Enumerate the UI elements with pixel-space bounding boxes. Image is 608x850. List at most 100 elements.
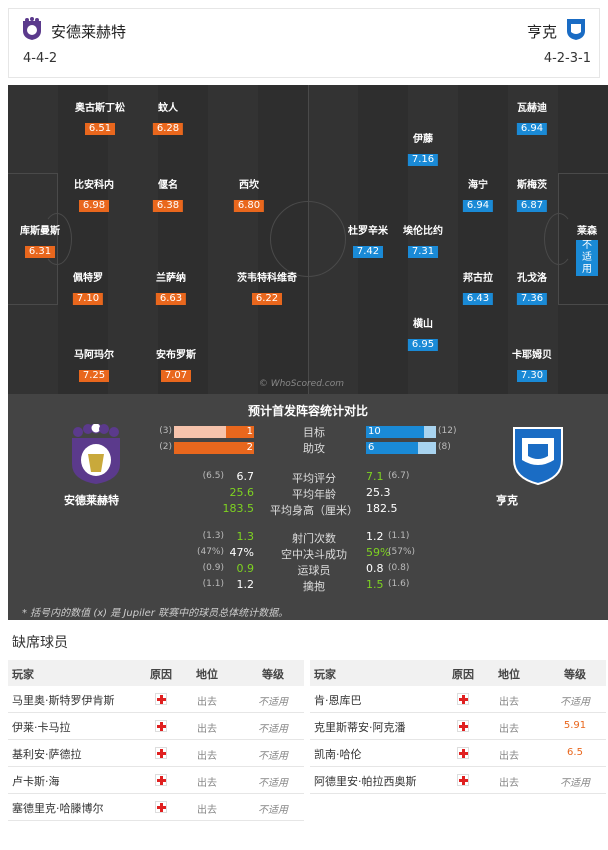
player-home-st2[interactable]: 茨韦特科维奇 6.22 xyxy=(237,273,297,305)
missing-players-title: 缺席球员 xyxy=(12,635,68,651)
table-row[interactable]: 卢卡斯·海 出去 不适用 xyxy=(8,767,304,794)
player-away-lb[interactable]: 瓦赫迪 6.94 xyxy=(516,103,548,135)
player-rating: 6.51 xyxy=(84,123,116,135)
lineup-stats-panel: 预计首发阵容统计对比 安德莱赫特 亨克 (3) 1 目标 10 (12) (2)… xyxy=(8,394,608,620)
home-team-name[interactable]: 安德莱赫特 xyxy=(51,23,127,41)
player-name-link[interactable]: 伊莱·卡马拉 xyxy=(12,721,71,734)
stat-row-goals: (3) 1 目标 10 (12) xyxy=(159,426,457,439)
player-rating: 7.07 xyxy=(160,370,192,382)
player-rating: 7.30 xyxy=(516,370,548,382)
player-home-rm[interactable]: 蚊人 6.28 xyxy=(152,102,184,135)
table-row[interactable]: 基利安·萨德拉 出去 不适用 xyxy=(8,740,304,767)
player-name-link[interactable]: 塞德里克·哈滕博尔 xyxy=(12,802,104,815)
player-rating: 6.31 xyxy=(24,246,56,258)
injury-cross-icon xyxy=(155,747,167,759)
player-rating: 6.28 xyxy=(152,123,184,135)
player-name-link[interactable]: 肯·恩库巴 xyxy=(314,694,362,707)
player-home-lm[interactable]: 安布罗斯 7.07 xyxy=(156,350,196,382)
player-away-am3[interactable]: 横山 6.95 xyxy=(407,318,439,351)
stat-row-avg-age: 25.6 平均年龄 25.3 xyxy=(229,486,391,501)
player-name-link[interactable]: 基利安·萨德拉 xyxy=(12,748,82,761)
player-name-link[interactable]: 阿德里安·帕拉西奥斯 xyxy=(314,775,417,788)
player-name-link[interactable]: 马里奥·斯特罗伊肯斯 xyxy=(12,694,115,707)
player-name-link[interactable]: 克里斯蒂安·阿克潘 xyxy=(314,721,406,734)
home-crest-label: 安德莱赫特 xyxy=(64,494,119,507)
injury-cross-icon xyxy=(457,774,469,786)
player-home-rb[interactable]: 奥古斯丁松 6.51 xyxy=(75,103,125,135)
player-rating: 6.98 xyxy=(78,200,110,212)
player-home-cb2[interactable]: 佩特罗 7.10 xyxy=(72,273,104,305)
injury-cross-icon xyxy=(457,747,469,759)
table-row[interactable]: 克里斯蒂安·阿克潘 出去 5.91 xyxy=(310,713,606,740)
player-away-am2[interactable]: 埃伦比约 7.31 xyxy=(403,226,443,258)
match-header: 安德莱赫特 4-4-2 亨克 4-2-3-1 xyxy=(8,8,600,78)
anderlecht-big-crest-icon xyxy=(72,424,120,484)
player-home-cb1[interactable]: 比安科内 6.98 xyxy=(74,180,114,212)
player-name-link[interactable]: 卢卡斯·海 xyxy=(12,775,60,788)
stats-title: 预计首发阵容统计对比 xyxy=(247,404,368,418)
player-rating: 7.16 xyxy=(407,154,439,166)
player-rating: 不适用 xyxy=(576,240,598,276)
stat-row-assists: (2) 2 助攻 6 (8) xyxy=(159,442,451,455)
player-rating: 6.38 xyxy=(152,200,184,212)
away-team-name[interactable]: 亨克 xyxy=(526,23,557,41)
away-crest-label: 亨克 xyxy=(496,494,518,507)
watermark: © WhoScored.com xyxy=(258,379,344,389)
player-home-gk[interactable]: 库斯曼斯 6.31 xyxy=(20,226,60,258)
injury-cross-icon xyxy=(155,693,167,705)
table-row[interactable]: 肯·恩库巴 出去 不适用 xyxy=(310,686,606,713)
table-row[interactable]: 阿德里安·帕拉西奥斯 出去 不适用 xyxy=(310,767,606,794)
player-rating: 6.22 xyxy=(251,293,283,305)
anderlecht-crest-icon xyxy=(23,17,41,40)
away-assists-bar: 6 xyxy=(366,442,436,454)
table-header: 玩家 原因 地位 等级 xyxy=(8,660,304,686)
home-penalty-arc xyxy=(42,213,72,265)
player-away-rb[interactable]: 卡耶姆贝 7.30 xyxy=(512,350,552,382)
player-away-dm1[interactable]: 海宁 6.94 xyxy=(462,179,494,212)
stat-row-avg-height: 183.5 平均身高（厘米） 182.5 xyxy=(222,502,398,517)
stats-footnote: * 括号内的数值 (x) 是 Jupiler 联赛中的球员总体统计数据。 xyxy=(22,608,289,619)
stat-row-shots: (1.3) 1.3 射门次数 1.2 (1.1) xyxy=(202,530,410,545)
player-rating: 7.10 xyxy=(72,293,104,305)
table-row[interactable]: 塞德里克·哈滕博尔 出去 不适用 xyxy=(8,794,304,821)
lineup-pitch: 库斯曼斯 6.31 奥古斯丁松 6.51 比安科内 6.98 佩特罗 7.10 马阿玛尔… xyxy=(8,85,608,394)
player-away-cb2[interactable]: 孔戈洛 7.36 xyxy=(516,273,548,305)
player-home-lb[interactable]: 马阿玛尔 7.25 xyxy=(74,350,114,382)
table-row[interactable]: 凯南·哈伦 出去 6.5 xyxy=(310,740,606,767)
player-away-gk[interactable]: 莱森 不适用 xyxy=(576,226,598,276)
stat-row-tackles: (1.1) 1.2 擒抱 1.5 (1.6) xyxy=(202,578,410,593)
player-rating: 6.43 xyxy=(462,293,494,305)
genk-big-crest-icon xyxy=(513,427,563,486)
genk-crest-icon xyxy=(567,19,585,40)
player-rating: 6.95 xyxy=(407,339,439,351)
player-home-st1[interactable]: 西坎 6.80 xyxy=(233,179,265,212)
table-row[interactable]: 伊莱·卡马拉 出去 不适用 xyxy=(8,713,304,740)
player-name-link[interactable]: 凯南·哈伦 xyxy=(314,748,362,761)
player-away-dm2[interactable]: 邦古拉 6.43 xyxy=(462,273,494,305)
away-formation: 4-2-3-1 xyxy=(543,51,591,66)
away-penalty-arc xyxy=(544,213,574,265)
player-rating: 7.31 xyxy=(407,246,439,258)
player-rating: 7.42 xyxy=(352,246,384,258)
stat-row-avg-rating: (6.5) 6.7 平均评分 7.1 (6.7) xyxy=(202,470,410,485)
player-away-st[interactable]: 杜罗辛米 7.42 xyxy=(348,226,388,258)
player-rating: 6.63 xyxy=(155,293,187,305)
injury-cross-icon xyxy=(155,720,167,732)
player-rating: 6.94 xyxy=(516,123,548,135)
home-assists-bar: 2 xyxy=(174,442,254,454)
player-rating: 6.94 xyxy=(462,200,494,212)
player-away-am1[interactable]: 伊藤 7.16 xyxy=(407,133,439,166)
injury-cross-icon xyxy=(155,774,167,786)
away-missing-table: 玩家 原因 地位 等级 肯·恩库巴 出去 不适用 克里斯蒂安·阿克潘 出去 5.… xyxy=(310,660,606,794)
player-home-cm2[interactable]: 兰萨纳 6.63 xyxy=(155,273,187,305)
player-rating: 6.87 xyxy=(516,200,548,212)
home-formation: 4-4-2 xyxy=(23,51,58,66)
player-rating: 7.36 xyxy=(516,293,548,305)
player-rating: 6.80 xyxy=(233,200,265,212)
player-rating: 7.25 xyxy=(78,370,110,382)
home-missing-table: 玩家 原因 地位 等级 马里奥·斯特罗伊肯斯 出去 不适用 伊莱·卡马拉 出去 … xyxy=(8,660,304,821)
player-home-cm1[interactable]: 偃名 6.38 xyxy=(152,179,184,212)
table-row[interactable]: 马里奥·斯特罗伊肯斯 出去 不适用 xyxy=(8,686,304,713)
player-away-cb1[interactable]: 斯梅茨 6.87 xyxy=(516,180,548,212)
stat-row-dribbles: (0.9) 0.9 运球员 0.8 (0.8) xyxy=(202,562,410,577)
